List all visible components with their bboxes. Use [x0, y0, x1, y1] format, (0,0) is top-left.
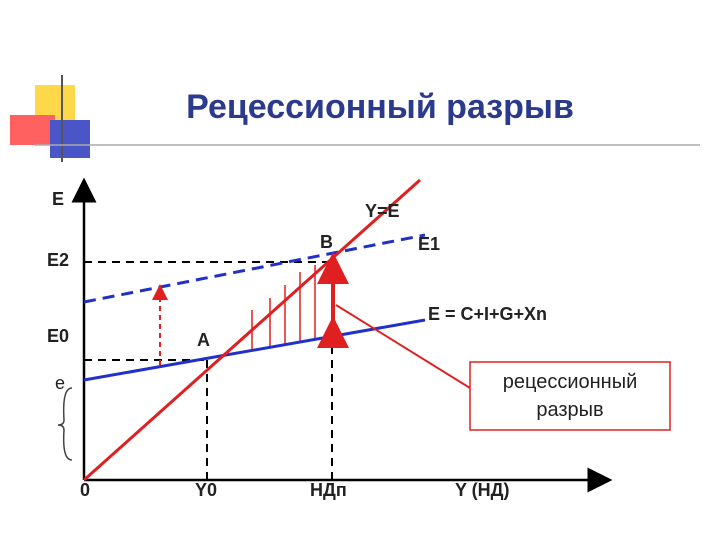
- e-line: [83, 318, 426, 382]
- origin-label: 0: [80, 480, 90, 500]
- e2-label: E2: [47, 250, 69, 270]
- title: Рецессионный разрыв: [186, 88, 574, 126]
- hatching: [251, 265, 316, 350]
- bisector-label: Y=E: [365, 201, 400, 221]
- callout-line: [335, 304, 471, 389]
- bisector: [83, 178, 421, 482]
- e1-line: [83, 233, 426, 304]
- guides: [84, 261, 333, 480]
- callout-text: рецессионный: [503, 371, 638, 393]
- y0-label: Y0: [195, 480, 217, 500]
- callout-text: разрыв: [536, 399, 603, 421]
- e1-label: E1: [418, 234, 440, 254]
- brace: [57, 387, 73, 461]
- x-axis-label: Y (НД): [455, 480, 510, 500]
- y-axis-label: E: [52, 189, 64, 209]
- decoration: [10, 75, 700, 162]
- e0-label: E0: [47, 326, 69, 346]
- e-line-label: E = C+I+G+Xn: [428, 304, 547, 324]
- callout-box: [469, 361, 671, 431]
- axes: [71, 177, 613, 493]
- point-a: A: [197, 330, 210, 350]
- point-b: B: [320, 232, 333, 252]
- ndp-label: НДп: [310, 480, 347, 500]
- e-label: e: [55, 373, 65, 393]
